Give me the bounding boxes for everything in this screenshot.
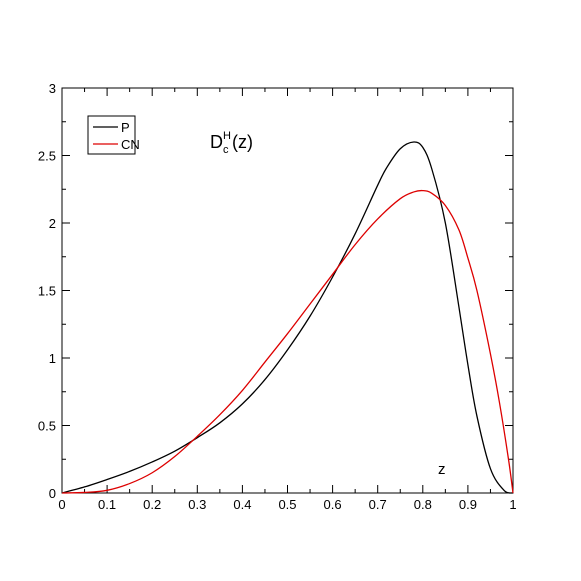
legend: P CN bbox=[87, 115, 140, 155]
y-tick-label: 2.5 bbox=[38, 149, 56, 164]
series-lines bbox=[61, 141, 514, 494]
x-tick-label: 0.8 bbox=[414, 497, 432, 512]
legend-label-cn: CN bbox=[121, 137, 140, 152]
chart-title: D H c (z) bbox=[210, 130, 253, 156]
y-tick-label: 3 bbox=[49, 81, 56, 96]
title-superscript: H bbox=[223, 130, 231, 142]
y-axis-tick-labels: 0 0.5 1 1.5 2 2.5 3 bbox=[38, 81, 56, 501]
x-tick-label: 0 bbox=[58, 497, 65, 512]
x-tick-label: 1 bbox=[509, 497, 516, 512]
x-axis-ticks bbox=[61, 88, 514, 493]
title-argument: (z) bbox=[232, 132, 253, 152]
title-base: D bbox=[210, 132, 223, 152]
x-tick-label: 0.7 bbox=[369, 497, 387, 512]
x-tick-label: 0.9 bbox=[459, 497, 477, 512]
x-tick-label: 0.5 bbox=[278, 497, 296, 512]
x-tick-label: 0.3 bbox=[188, 497, 206, 512]
x-axis-tick-labels: 0 0.1 0.2 0.3 0.4 0.5 0.6 0.7 0.8 0.9 1 bbox=[58, 497, 516, 512]
legend-label-p: P bbox=[121, 120, 130, 135]
y-tick-label: 1 bbox=[49, 351, 56, 366]
y-tick-label: 0.5 bbox=[38, 419, 56, 434]
title-subscript: c bbox=[223, 144, 229, 156]
x-tick-label: 0.2 bbox=[143, 497, 161, 512]
x-axis-label: z bbox=[438, 461, 446, 478]
series-line-p bbox=[61, 141, 514, 494]
x-tick-label: 0.1 bbox=[98, 497, 116, 512]
y-tick-label: 2 bbox=[49, 216, 56, 231]
x-tick-label: 0.4 bbox=[233, 497, 251, 512]
series-line-cn bbox=[61, 189, 514, 494]
x-tick-label: 0.6 bbox=[324, 497, 342, 512]
legend-box bbox=[87, 115, 136, 155]
y-tick-label: 1.5 bbox=[38, 284, 56, 299]
y-tick-label: 0 bbox=[49, 486, 56, 501]
